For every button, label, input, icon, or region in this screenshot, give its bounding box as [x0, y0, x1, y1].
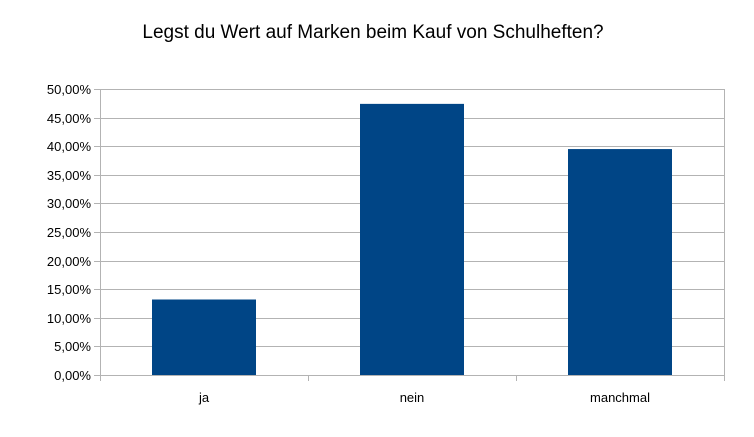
bar-ja [152, 299, 256, 375]
x-tick-label: nein [400, 390, 425, 405]
bars [152, 103, 672, 375]
x-tick-labels: ja nein manchmal [198, 390, 650, 405]
x-tick-label: manchmal [590, 390, 650, 405]
y-tick-label: 20,00% [47, 254, 92, 269]
y-tick-labels: 0,00% 5,00% 10,00% 15,00% 20,00% 25,00% 30,00%… [47, 82, 92, 383]
y-tick-label: 10,00% [47, 311, 92, 326]
y-tick-label: 40,00% [47, 139, 92, 154]
chart-title: Legst du Wert auf Marken beim Kauf von S… [142, 22, 603, 43]
axes [100, 89, 725, 381]
y-tick-label: 15,00% [47, 282, 92, 297]
bar-nein [360, 103, 464, 375]
y-tick-label: 50,00% [47, 82, 92, 97]
y-tick-label: 35,00% [47, 168, 92, 183]
y-tick-label: 45,00% [47, 111, 92, 126]
bar-manchmal [568, 149, 672, 375]
y-tick-label: 30,00% [47, 196, 92, 211]
y-tick-label: 5,00% [54, 339, 91, 354]
y-tick-label: 25,00% [47, 225, 92, 240]
x-tick-label: ja [198, 390, 210, 405]
y-tick-label: 0,00% [54, 368, 91, 383]
